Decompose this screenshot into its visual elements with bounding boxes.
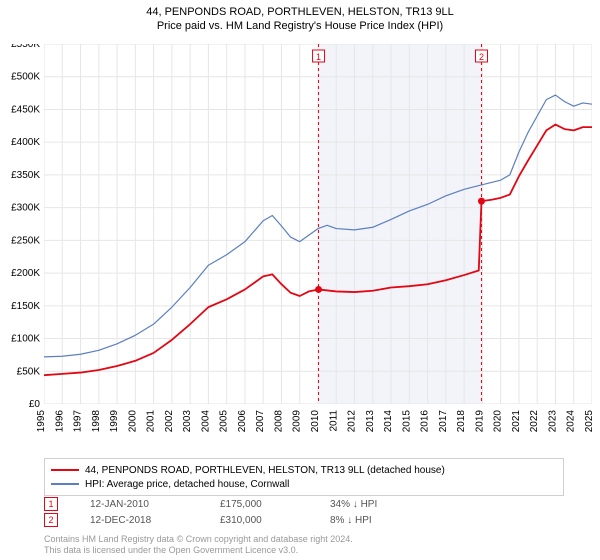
- svg-text:1996: 1996: [54, 410, 65, 433]
- legend-label: 44, PENPONDS ROAD, PORTHLEVEN, HELSTON, …: [85, 465, 445, 476]
- svg-text:2002: 2002: [164, 410, 175, 433]
- sale-date: 12-JAN-2010: [90, 499, 220, 510]
- svg-text:1995: 1995: [36, 410, 47, 433]
- svg-text:2016: 2016: [420, 410, 431, 433]
- svg-text:2006: 2006: [237, 410, 248, 433]
- chart-title: 44, PENPONDS ROAD, PORTHLEVEN, HELSTON, …: [0, 6, 600, 18]
- legend: 44, PENPONDS ROAD, PORTHLEVEN, HELSTON, …: [44, 458, 564, 496]
- legend-swatch: [51, 483, 79, 485]
- svg-text:2017: 2017: [438, 410, 449, 433]
- svg-text:£250K: £250K: [11, 235, 40, 246]
- svg-text:£200K: £200K: [11, 268, 40, 279]
- svg-text:2019: 2019: [474, 410, 485, 433]
- sale-price: £310,000: [220, 515, 330, 526]
- legend-item: 44, PENPONDS ROAD, PORTHLEVEN, HELSTON, …: [51, 463, 557, 477]
- plot-area: 12: [44, 44, 592, 404]
- svg-text:£50K: £50K: [17, 366, 41, 377]
- svg-text:£100K: £100K: [11, 334, 40, 345]
- sale-delta: 8% ↓ HPI: [330, 515, 450, 526]
- legend-item: HPI: Average price, detached house, Corn…: [51, 477, 557, 491]
- footer-line-2: This data is licensed under the Open Gov…: [44, 545, 353, 556]
- svg-text:2000: 2000: [127, 410, 138, 433]
- svg-text:£500K: £500K: [11, 72, 40, 83]
- sale-marker: 2: [44, 513, 58, 527]
- sale-delta: 34% ↓ HPI: [330, 499, 450, 510]
- sale-row: 1 12-JAN-2010£175,00034% ↓ HPI: [44, 496, 564, 512]
- svg-text:2023: 2023: [547, 410, 558, 433]
- svg-text:2004: 2004: [200, 410, 211, 433]
- svg-text:1: 1: [316, 52, 321, 62]
- legend-label: HPI: Average price, detached house, Corn…: [85, 479, 289, 490]
- sale-row: 2 12-DEC-2018£310,0008% ↓ HPI: [44, 512, 564, 528]
- svg-text:2001: 2001: [146, 410, 157, 433]
- svg-text:2013: 2013: [365, 410, 376, 433]
- svg-text:2018: 2018: [456, 410, 467, 433]
- svg-text:£350K: £350K: [11, 170, 40, 181]
- svg-text:2010: 2010: [310, 410, 321, 433]
- chart-subtitle: Price paid vs. HM Land Registry's House …: [0, 20, 600, 32]
- svg-text:2025: 2025: [584, 410, 595, 433]
- svg-text:2: 2: [479, 52, 484, 62]
- y-axis-labels: £0£50K£100K£150K£200K£250K£300K£350K£400…: [0, 44, 44, 448]
- svg-text:£450K: £450K: [11, 104, 40, 115]
- svg-text:2020: 2020: [493, 410, 504, 433]
- svg-text:2014: 2014: [383, 410, 394, 433]
- svg-text:1998: 1998: [91, 410, 102, 433]
- svg-text:2011: 2011: [328, 410, 339, 432]
- chart-svg: 12: [44, 44, 592, 404]
- svg-text:2012: 2012: [347, 410, 358, 433]
- sale-events: 1 12-JAN-2010£175,00034% ↓ HPI 2 12-DEC-201…: [44, 496, 564, 528]
- x-axis-labels: 1995 1996 1997 1998 1999 2000 2001 2002 2003 2004…: [0, 404, 600, 454]
- footer-note: Contains HM Land Registry data © Crown c…: [44, 534, 353, 556]
- svg-text:2024: 2024: [566, 410, 577, 433]
- title-area: 44, PENPONDS ROAD, PORTHLEVEN, HELSTON, …: [0, 0, 600, 32]
- svg-text:2003: 2003: [182, 410, 193, 433]
- svg-text:1999: 1999: [109, 410, 120, 433]
- svg-text:1997: 1997: [73, 410, 84, 433]
- svg-text:2008: 2008: [273, 410, 284, 433]
- legend-swatch: [51, 469, 79, 471]
- footer-line-1: Contains HM Land Registry data © Crown c…: [44, 534, 353, 545]
- svg-text:2022: 2022: [529, 410, 540, 433]
- svg-text:£400K: £400K: [11, 137, 40, 148]
- svg-text:2009: 2009: [292, 410, 303, 433]
- house-price-chart: 44, PENPONDS ROAD, PORTHLEVEN, HELSTON, …: [0, 0, 600, 560]
- sale-price: £175,000: [220, 499, 330, 510]
- svg-text:£550K: £550K: [11, 44, 40, 50]
- svg-text:£300K: £300K: [11, 203, 40, 214]
- svg-text:2015: 2015: [401, 410, 412, 433]
- svg-text:2007: 2007: [255, 410, 266, 433]
- svg-text:2005: 2005: [219, 410, 230, 433]
- sale-date: 12-DEC-2018: [90, 515, 220, 526]
- svg-text:2021: 2021: [511, 410, 522, 433]
- svg-text:£150K: £150K: [11, 301, 40, 312]
- sale-marker: 1: [44, 497, 58, 511]
